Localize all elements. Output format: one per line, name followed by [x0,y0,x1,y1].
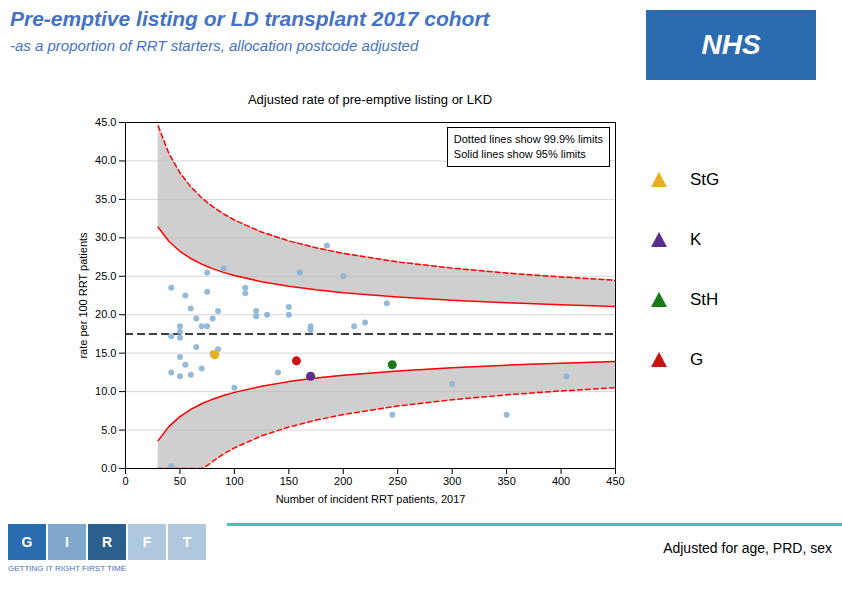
svg-text:0.0: 0.0 [101,462,116,474]
html-text:Adjusted rate of pre-emptive l: Adjusted rate of pre-emptive listing or … [247,92,493,107]
html-text:Dotted lines show 99.9% limits: Dotted lines show 99.9% limits Solid lin… [453,133,603,160]
svg-text:350: 350 [497,475,515,487]
svg-text:5.0: 5.0 [101,424,116,436]
svg-text:rate per 100 RRT patients: rate per 100 RRT patients [77,232,89,359]
svg-text:450: 450 [606,475,624,487]
svg-text:0: 0 [122,475,128,487]
svg-text:250: 250 [389,475,407,487]
html-text:-as a proportion of RRT starte: -as a proportion of RRT starters, alloca… [10,37,419,55]
svg-text:35.0: 35.0 [95,193,116,205]
svg-text:100: 100 [225,475,243,487]
html-text:T: T [182,534,192,550]
svg-text:40.0: 40.0 [95,154,116,166]
html-text:Adjusted for age, PRD, sex: Adjusted for age, PRD, sex [663,540,832,556]
html-text:G: G [690,350,704,369]
svg-text:50: 50 [174,475,186,487]
html-text:R: R [101,534,113,550]
html-text:StG: StG [690,170,720,189]
svg-text:20.0: 20.0 [95,308,116,320]
html-text:StH: StH [690,290,719,309]
html-text:G: G [21,534,33,550]
svg-text:25.0: 25.0 [95,270,116,282]
svg-text:Number of incident RRT patient: Number of incident RRT patients, 2017 [276,493,466,505]
html-text:I: I [65,534,69,550]
svg-text:200: 200 [334,475,352,487]
svg-text:45.0: 45.0 [95,116,116,128]
svg-text:300: 300 [443,475,461,487]
html-text:NHS: NHS [701,29,761,60]
html-text:GETTING IT RIGHT FIRST TIME: GETTING IT RIGHT FIRST TIME [8,564,127,573]
svg-text:10.0: 10.0 [95,385,116,397]
svg-text:150: 150 [280,475,298,487]
html-text:K: K [690,230,702,249]
svg-text:400: 400 [552,475,570,487]
html-text:F: F [142,534,152,550]
html-text:Pre-emptive listing or LD tran: Pre-emptive listing or LD transplant 201… [10,7,490,30]
svg-text:15.0: 15.0 [95,347,116,359]
svg-text:30.0: 30.0 [95,231,116,243]
